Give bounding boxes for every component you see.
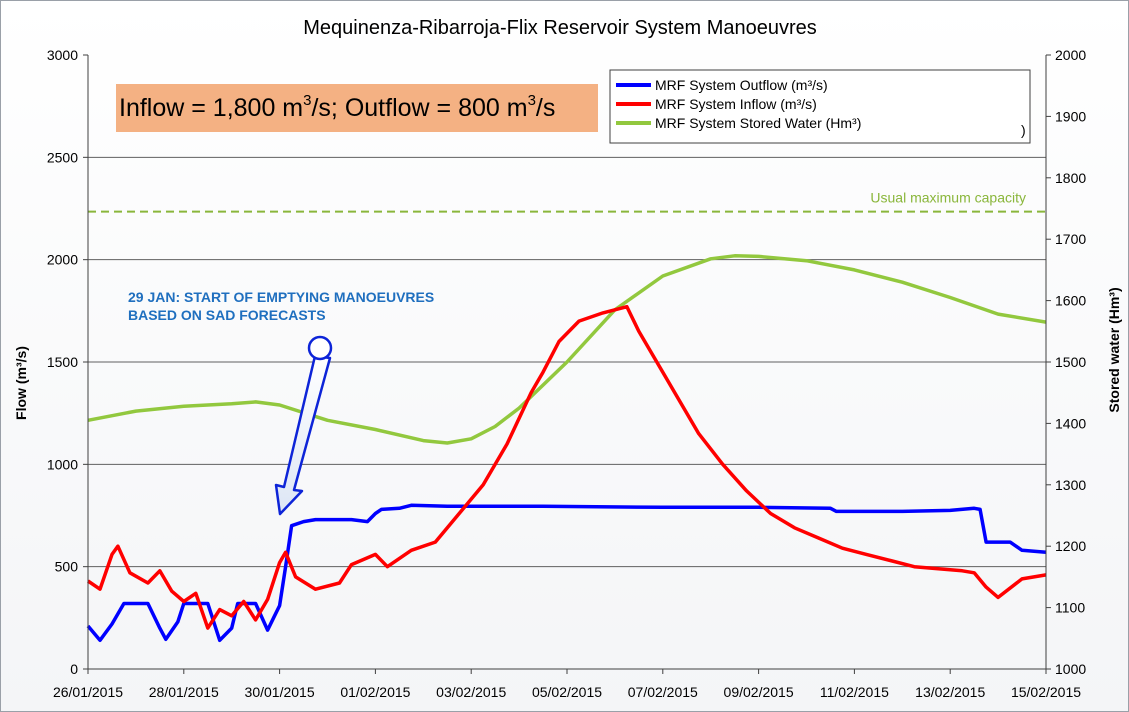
series-line-1 (87, 304, 1047, 630)
y-tick-label: 500 (55, 559, 79, 575)
legend: MRF System Outflow (m³/s) MRF System Infl… (609, 69, 1031, 144)
x-tick-label: 05/02/2015 (532, 684, 602, 700)
annotation-line-2: BASED ON SAD FORECASTS (128, 307, 326, 323)
x-tick-label: 30/01/2015 (245, 684, 315, 700)
emptying-annotation: 29 JAN: START OF EMPTYING MANOEUVRES BAS… (128, 288, 434, 324)
y-tick-label: 3000 (47, 47, 78, 63)
series-line-2 (87, 254, 1047, 445)
annotation-line-1: 29 JAN: START OF EMPTYING MANOEUVRES (128, 289, 435, 305)
x-tick-label: 07/02/2015 (628, 684, 698, 700)
series-line-0 (86, 503, 1047, 643)
chart-title: Mequinenza-Ribarroja-Flix Reservoir Syst… (303, 17, 817, 39)
y2-tick-label: 1100 (1055, 600, 1085, 616)
y-tick-label: 0 (70, 661, 78, 677)
y2-tick-label: 1200 (1055, 538, 1086, 554)
x-tick-label: 28/01/2015 (149, 684, 219, 700)
y2-tick-label: 1300 (1055, 477, 1086, 493)
annotation-arrow (274, 335, 333, 516)
y2-tick-label: 1400 (1055, 415, 1086, 431)
y-tick-label: 2000 (47, 252, 78, 268)
x-tick-label: 11/02/2015 (820, 684, 889, 700)
max-capacity-label: Usual maximum capacity (870, 190, 1026, 206)
x-tick-label: 03/02/2015 (436, 684, 506, 700)
legend-label-2: MRF System Stored Water (Hm³) (655, 115, 861, 131)
legend-label-0: MRF System Outflow (m³/s) (655, 77, 828, 93)
y-tick-label: 1500 (47, 354, 78, 370)
y-axis-title: Flow (m³/s) (13, 346, 29, 420)
x-tick-label: 09/02/2015 (724, 684, 794, 700)
y2-tick-label: 1000 (1055, 661, 1086, 677)
y2-tick-label: 1900 (1055, 108, 1086, 124)
y2-axis-title: Stored water (Hm³) (1106, 287, 1122, 412)
x-tick-label: 01/02/2015 (340, 684, 410, 700)
y-tick-label: 2500 (47, 149, 78, 165)
y2-tick-label: 2000 (1055, 47, 1086, 63)
legend-label-1: MRF System Inflow (m³/s) (655, 96, 817, 112)
x-tick-label: 15/02/2015 (1011, 684, 1081, 700)
y2-tick-label: 1600 (1055, 293, 1086, 309)
flow-callout: Inflow = 1,800 m3/s; Outflow = 800 m3/s (116, 84, 598, 132)
y2-tick-label: 1700 (1055, 231, 1086, 247)
x-tick-label: 26/01/2015 (53, 684, 123, 700)
x-tick-label: 13/02/2015 (915, 684, 985, 700)
y-tick-label: 1000 (47, 456, 78, 472)
y2-tick-label: 1800 (1055, 170, 1086, 186)
y2-tick-label: 1500 (1055, 354, 1086, 370)
legend-extra-mark: ) (1021, 122, 1026, 138)
